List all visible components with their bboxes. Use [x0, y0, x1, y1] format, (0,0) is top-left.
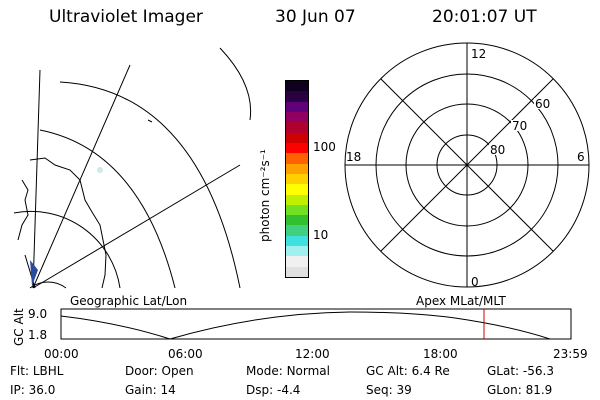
projection-label-apex: Apex MLat/MLT: [416, 294, 506, 308]
altitude-ytick-high: 9.0: [28, 307, 48, 321]
footer-flt-value: LBHL: [32, 364, 64, 378]
lon-line: [32, 64, 131, 289]
coastline: [29, 157, 107, 289]
colorbar-unit-label: photon cm⁻²s⁻¹: [258, 149, 272, 242]
footer-flt-label: Flt:: [10, 364, 29, 378]
footer-dsp-value: -4.4: [276, 383, 301, 397]
footer-dsp-label: Dsp:: [246, 383, 274, 397]
mlt-label-6: 6: [577, 150, 585, 164]
projection-label-geographic: Geographic Lat/Lon: [70, 294, 188, 308]
footer-dsp: Dsp: -4.4: [246, 383, 300, 397]
mlt-label-12: 12: [471, 47, 486, 61]
mlt-label-18: 18: [346, 150, 361, 164]
colorbar-swatch: [286, 256, 308, 267]
altitude-strip-frame: [60, 308, 572, 340]
polar-diagonal: [380, 78, 554, 252]
footer-gain-label: Gain:: [125, 383, 157, 397]
lon-line: [32, 164, 241, 289]
colorbar-swatch: [286, 266, 308, 277]
altitude-xtick-1800: 18:00: [423, 347, 458, 361]
footer-gc-alt-value: 6.4 Re: [411, 364, 450, 378]
altitude-strip-plot: [60, 308, 572, 340]
altitude-curve: [60, 311, 551, 340]
altitude-xtick-0600: 06:00: [168, 347, 203, 361]
footer-gain: Gain: 14: [125, 383, 176, 397]
colorbar-swatch: [286, 194, 308, 205]
geographic-map: [13, 47, 252, 289]
colorbar-swatch: [286, 163, 308, 174]
colorbar-tick-100: 100: [313, 140, 336, 154]
footer-flt: Flt: LBHL: [10, 364, 63, 378]
footer-mode: Mode: Normal: [246, 364, 330, 378]
footer-glat: GLat: -56.3: [487, 364, 554, 378]
footer-glat-label: GLat:: [487, 364, 520, 378]
colorbar-swatch: [286, 122, 308, 133]
mlt-label-0: 0: [471, 275, 479, 289]
label-bg: [489, 144, 505, 155]
footer-glon: GLon: 81.9: [487, 383, 552, 397]
lat-circle: [219, 47, 252, 121]
ring-label-60: 60: [535, 97, 550, 111]
colorbar-swatch: [286, 173, 308, 185]
footer-seq-value: 39: [396, 383, 412, 397]
ring-label-80: 80: [490, 143, 505, 157]
footer-seq-label: Seq:: [366, 383, 393, 397]
altitude-ytick-low: 1.8: [28, 328, 48, 342]
footer-mode-label: Mode:: [246, 364, 283, 378]
colorbar-swatch: [286, 101, 308, 112]
altitude-xtick-0000: 00:00: [44, 347, 79, 361]
colorbar-swatch: [286, 132, 308, 143]
footer-mode-value: Normal: [286, 364, 330, 378]
altitude-xtick-1200: 12:00: [295, 347, 330, 361]
aurora-patch: [97, 167, 103, 173]
lon-line: [32, 69, 41, 289]
footer-gain-value: 14: [160, 383, 176, 397]
footer-ip-value: 36.0: [28, 383, 56, 397]
lon-line: [24, 254, 36, 289]
subpoint-marker: [30, 260, 38, 286]
colorbar-swatch: [286, 215, 308, 226]
footer-door: Door: Open: [125, 364, 194, 378]
footer-door-label: Door:: [125, 364, 158, 378]
colorbar-swatch: [286, 112, 308, 123]
colorbar-swatch: [286, 204, 308, 216]
coastline: [147, 119, 153, 123]
colorbar-swatch: [286, 81, 308, 92]
colorbar-swatch: [286, 225, 308, 236]
colorbar: [285, 80, 309, 278]
colorbar-swatch: [286, 184, 308, 195]
altitude-axis-label: GC Alt: [12, 308, 26, 346]
altitude-xtick-2359: 23:59: [553, 347, 588, 361]
footer-seq: Seq: 39: [366, 383, 412, 397]
footer-ip: IP: 36.0: [10, 383, 55, 397]
time-label: 20:01:07 UT: [432, 7, 537, 27]
label-bg: [534, 98, 550, 109]
footer-door-value: Open: [161, 364, 194, 378]
footer-glon-value: 81.9: [525, 383, 553, 397]
ring-label-70: 70: [512, 119, 527, 133]
colorbar-swatch: [286, 91, 308, 102]
footer-gc-alt-label: GC Alt:: [366, 364, 408, 378]
lat-circle: [13, 210, 121, 289]
footer-glat-value: -56.3: [522, 364, 554, 378]
label-bg: [511, 120, 527, 131]
footer-glon-label: GLon:: [487, 383, 522, 397]
colorbar-swatch: [286, 246, 308, 257]
lat-circle: [39, 129, 176, 289]
colorbar-swatch: [286, 235, 308, 247]
footer-gc-alt: GC Alt: 6.4 Re: [366, 364, 450, 378]
coastline: [17, 179, 29, 241]
imager-title: Ultraviolet Imager: [49, 7, 203, 27]
colorbar-swatch: [286, 142, 308, 154]
polar-plot: 80 70 60 12 0 18 6: [344, 42, 590, 289]
footer-ip-label: IP:: [10, 383, 25, 397]
lat-circle: [59, 81, 241, 289]
date-label: 30 Jun 07: [275, 7, 356, 27]
colorbar-swatch: [286, 153, 308, 164]
colorbar-tick-10: 10: [313, 228, 329, 242]
